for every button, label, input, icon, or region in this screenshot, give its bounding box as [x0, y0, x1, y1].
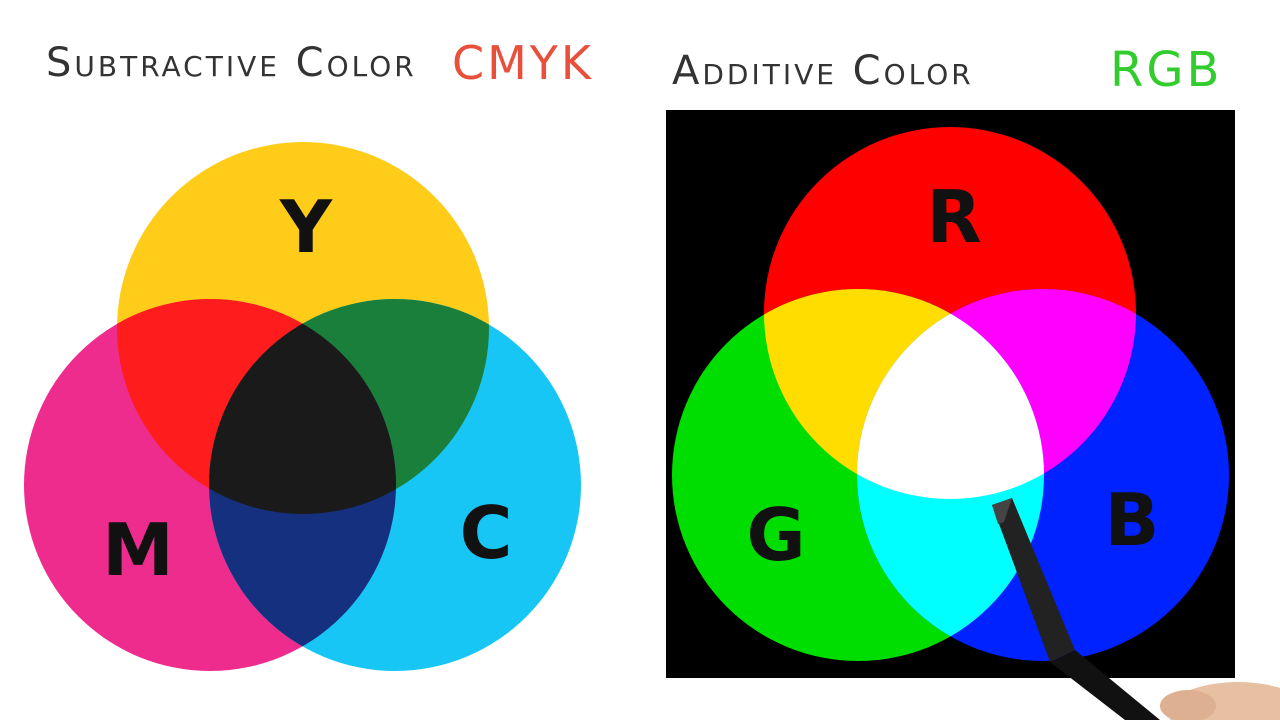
c-label: C — [460, 491, 513, 575]
r-label: R — [926, 175, 981, 259]
g-label: G — [746, 493, 805, 577]
pen-pointer — [992, 498, 1160, 720]
b-label: B — [1105, 478, 1160, 562]
subtractive-color-heading: Subtractive Color — [46, 40, 417, 86]
presenter-hand — [1160, 682, 1280, 720]
m-label: M — [102, 508, 174, 592]
rgb-label: RGB — [1110, 42, 1223, 98]
cmyk-venn-diagram: Y M C — [24, 142, 581, 671]
cmyk-label: CMYK — [452, 36, 595, 90]
additive-color-heading: Additive Color — [672, 48, 974, 94]
y-label: Y — [279, 185, 333, 269]
rgb-venn-diagram: R G B — [666, 110, 1235, 678]
